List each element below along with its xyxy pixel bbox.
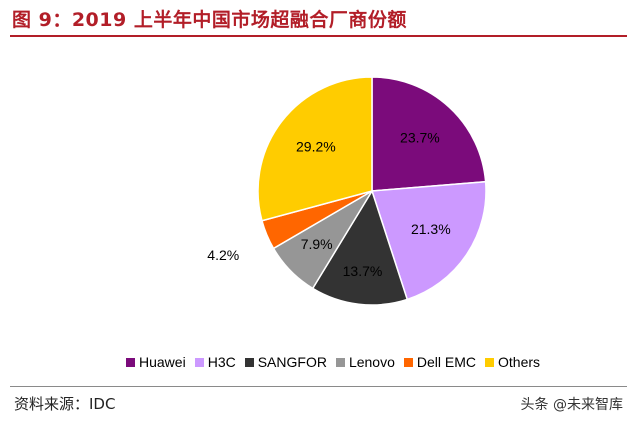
data-label-h3c: 21.3% (411, 221, 451, 237)
legend-label-huawei: Huawei (139, 354, 186, 370)
data-label-huawei: 23.7% (400, 130, 440, 146)
legend-item-huawei: Huawei (126, 354, 186, 370)
legend-item-h3c: H3C (194, 354, 236, 370)
legend-label-dell-emc: Dell EMC (416, 354, 477, 370)
legend-swatch-huawei (126, 357, 135, 367)
data-label-sangfor: 13.7% (343, 263, 383, 279)
footer-divider (10, 386, 627, 387)
pie-slice-sangfor (311, 189, 409, 306)
pie-slice-huawei (371, 76, 487, 192)
legend-label-others: Others (498, 354, 541, 370)
legend-swatch-lenovo (335, 357, 345, 367)
data-label-others: 29.2% (296, 139, 336, 155)
legend-swatch-h3c (194, 357, 204, 367)
legend-swatch-others (485, 357, 495, 367)
pie-slice-h3c (370, 180, 487, 301)
legend-item-sangfor: SANGFOR (244, 354, 327, 370)
legend-item-dell-emc: Dell EMC (403, 354, 477, 370)
legend-swatch-sangfor (244, 357, 254, 367)
data-label-dell-emc: 4.2% (207, 247, 239, 263)
legend-label-sangfor: SANGFOR (257, 354, 327, 370)
legend-swatch-dell-emc (403, 357, 413, 367)
legend-item-others: Others (485, 354, 540, 370)
legend-item-lenovo: Lenovo (335, 354, 395, 370)
figure-title: 图 9：2019 上半年中国市场超融合厂商份额 (12, 9, 407, 31)
watermark-text: 头条 @未来智库 (520, 397, 623, 413)
legend-label-h3c: H3C (207, 354, 236, 370)
data-label-lenovo: 7.9% (301, 236, 333, 252)
source-note: 资料来源：IDC (14, 395, 116, 413)
pie-slice-others (257, 76, 373, 222)
legend-label-lenovo: Lenovo (348, 354, 395, 370)
chart-legend: Huawei H3C SANGFOR Lenovo Dell EMC Others (126, 354, 549, 370)
title-divider (10, 35, 627, 37)
